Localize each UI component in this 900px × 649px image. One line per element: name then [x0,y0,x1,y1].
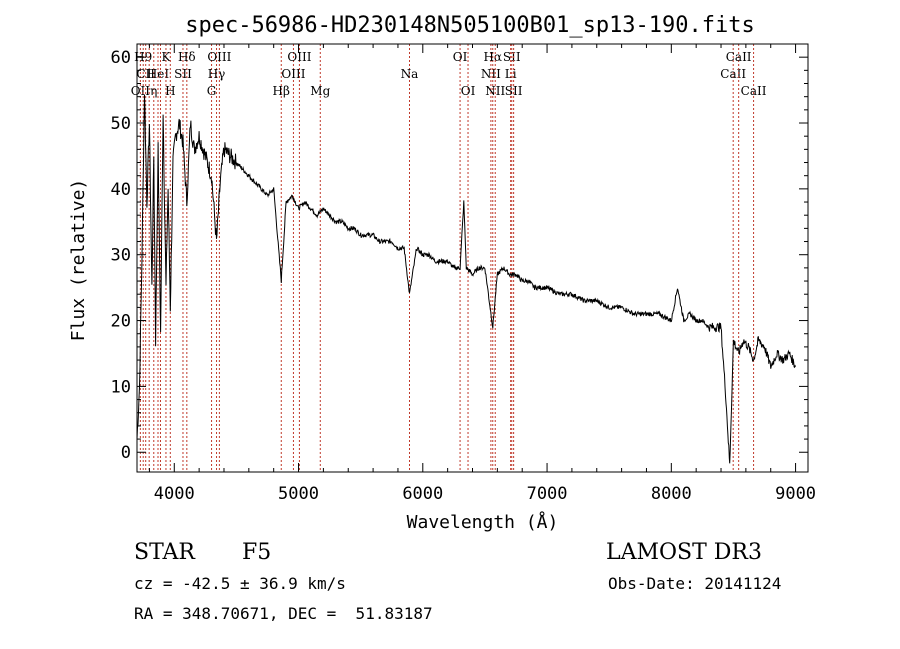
spectral-line-label: Na [401,67,419,81]
spectral-line-label: CaII [741,84,767,98]
spectral-line-label: OII [131,84,151,98]
x-tick-label: 7000 [527,484,568,504]
object-class: STAR [134,540,195,565]
chart-title: spec-56986-HD230148N505100B01_sp13-190.f… [185,13,755,38]
spectral-line-label: CII [136,67,155,81]
coordinates-text: RA = 348.70671, DEC = 51.83187 [134,604,433,623]
spectral-line-label: OI [461,84,476,98]
spectral-line-label: η [150,84,157,98]
object-subclass: F5 [242,540,272,565]
spectral-line-label: NII [485,84,505,98]
y-tick-label: 60 [111,48,131,68]
y-tick-label: 40 [111,180,131,200]
spectral-line-label: Hγ [208,67,226,81]
spectral-line-label: G [207,84,217,98]
spectral-line-label: OIII [287,50,311,64]
x-tick-label: 6000 [402,484,443,504]
spectral-line-label: Li [505,67,517,81]
spectral-line-label: H [165,84,175,98]
spectral-line-label: OIII [281,67,305,81]
y-tick-label: 20 [111,312,131,332]
x-tick-label: 8000 [651,484,692,504]
y-tick-label: 50 [111,114,131,134]
x-tick-label: 4000 [154,484,195,504]
obs-date-text: Obs-Date: 20141124 [608,574,782,593]
y-tick-label: 0 [121,443,131,463]
spectral-line-label: SII [174,67,192,81]
survey-label: LAMOST DR3 [606,540,762,565]
spectral-line-label: HeI [147,67,170,81]
y-tick-label: 30 [111,246,131,266]
spectral-line-label: NII [481,67,501,81]
spectral-line-label: SII [505,84,523,98]
spectral-line-label: OI [453,50,468,64]
spectrum-line [137,94,797,464]
spectral-line-label: CaII [720,67,746,81]
x-tick-label: 9000 [775,484,816,504]
spectral-line-label: Hα [483,50,502,64]
y-tick-label: 10 [111,377,131,397]
spectral-line-label: OIII [207,50,231,64]
plot-frame [136,43,809,473]
spectral-line-label: Hβ [273,84,290,98]
spectral-line-label: Hδ [178,50,196,64]
x-axis-label: Wavelength (Å) [407,511,559,533]
spectral-line-label: CaII [726,50,752,64]
x-tick-label: 5000 [278,484,319,504]
spectral-line-label: K [161,50,171,64]
spectral-line-label: SII [503,50,521,64]
y-axis-label: Flux (relative) [68,179,89,342]
spectral-line-label: Mg [310,84,330,98]
redshift-text: cz = -42.5 ± 36.9 km/s [134,574,346,593]
